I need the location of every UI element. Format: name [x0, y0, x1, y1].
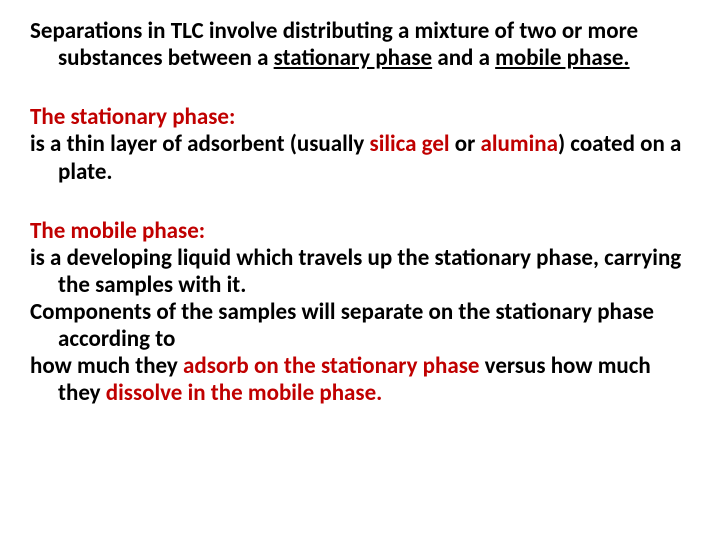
- intro-paragraph: Separations in TLC involve distributing …: [30, 18, 690, 72]
- mobile-line-2: Components of the samples will separate …: [30, 299, 690, 353]
- mobile-heading: The mobile phase:: [30, 218, 690, 245]
- stationary-red-2: alumina: [481, 130, 558, 158]
- mobile-line3-red-2: dissolve in the mobile phase.: [106, 379, 383, 407]
- stationary-body-mid: or: [450, 130, 481, 158]
- intro-underline-2: mobile phase.: [495, 44, 629, 72]
- mobile-line3-lead: how much they: [30, 352, 183, 380]
- stationary-heading: The stationary phase:: [30, 104, 690, 131]
- stationary-red-1: silica gel: [370, 130, 450, 158]
- mobile-section: The mobile phase: is a developing liquid…: [30, 218, 690, 408]
- stationary-section: The stationary phase: is a thin layer of…: [30, 104, 690, 185]
- mobile-line-3: how much they adsorb on the stationary p…: [30, 353, 690, 407]
- intro-mid: and a: [432, 44, 495, 72]
- stationary-body-lead: is a thin layer of adsorbent (usually: [30, 130, 370, 158]
- stationary-body: is a thin layer of adsorbent (usually si…: [30, 131, 690, 185]
- mobile-line3-red-1: adsorb on the stationary phase: [183, 352, 479, 380]
- mobile-line-1: is a developing liquid which travels up …: [30, 245, 690, 299]
- intro-underline-1: stationary phase: [274, 44, 433, 72]
